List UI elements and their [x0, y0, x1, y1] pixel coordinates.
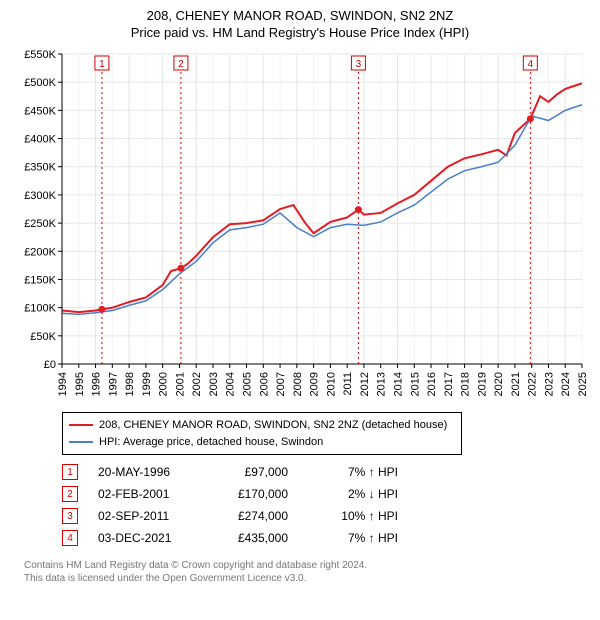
event-date: 03-DEC-2021: [98, 531, 198, 545]
svg-text:£200K: £200K: [24, 246, 56, 258]
event-row: 1 20-MAY-1996 £97,000 7% ↑ HPI: [62, 461, 588, 483]
svg-text:£500K: £500K: [24, 77, 56, 89]
title-line-1: 208, CHENEY MANOR ROAD, SWINDON, SN2 2NZ: [12, 8, 588, 23]
svg-text:2003: 2003: [208, 372, 220, 396]
legend: 208, CHENEY MANOR ROAD, SWINDON, SN2 2NZ…: [62, 412, 462, 455]
legend-swatch: [69, 424, 93, 426]
svg-text:2018: 2018: [460, 372, 472, 396]
legend-item: HPI: Average price, detached house, Swin…: [69, 434, 455, 451]
event-marker-box: 1: [62, 464, 78, 480]
svg-text:1: 1: [99, 59, 105, 70]
svg-text:£550K: £550K: [24, 49, 56, 61]
svg-text:2021: 2021: [510, 372, 522, 396]
event-date: 02-FEB-2001: [98, 487, 198, 501]
svg-text:2000: 2000: [158, 372, 170, 396]
svg-text:2016: 2016: [426, 372, 438, 396]
event-delta: 7% ↑ HPI: [308, 531, 398, 545]
svg-text:£350K: £350K: [24, 162, 56, 174]
svg-text:£50K: £50K: [30, 331, 56, 343]
event-row: 4 03-DEC-2021 £435,000 7% ↑ HPI: [62, 527, 588, 549]
legend-item: 208, CHENEY MANOR ROAD, SWINDON, SN2 2NZ…: [69, 417, 455, 434]
svg-text:2004: 2004: [225, 372, 237, 396]
events-table: 1 20-MAY-1996 £97,000 7% ↑ HPI 2 02-FEB-2001 £…: [62, 461, 588, 549]
svg-text:2013: 2013: [376, 372, 388, 396]
footnote: Contains HM Land Registry data © Crown c…: [24, 559, 588, 585]
event-delta: 2% ↓ HPI: [308, 487, 398, 501]
event-date: 20-MAY-1996: [98, 465, 198, 479]
svg-text:4: 4: [528, 59, 534, 70]
svg-text:1998: 1998: [124, 372, 136, 396]
event-price: £274,000: [218, 509, 288, 523]
svg-text:1996: 1996: [91, 372, 103, 396]
event-marker-box: 4: [62, 530, 78, 546]
chart-svg: 1 2 3 4 £0 £50K £100K £150K £200K £250K £300K £350K…: [12, 44, 588, 404]
event-row: 2 02-FEB-2001 £170,000 2% ↓ HPI: [62, 483, 588, 505]
svg-text:2009: 2009: [309, 372, 321, 396]
chart: 1 2 3 4 £0 £50K £100K £150K £200K £250K £300K £350K…: [12, 44, 588, 404]
svg-text:2023: 2023: [543, 372, 555, 396]
footnote-line-1: Contains HM Land Registry data © Crown c…: [24, 559, 588, 572]
svg-text:1994: 1994: [57, 372, 69, 396]
svg-text:2017: 2017: [443, 372, 455, 396]
svg-text:2012: 2012: [359, 372, 371, 396]
svg-text:2002: 2002: [191, 372, 203, 396]
svg-text:2022: 2022: [527, 372, 539, 396]
svg-text:1995: 1995: [74, 372, 86, 396]
svg-text:3: 3: [356, 59, 362, 70]
event-row: 3 02-SEP-2011 £274,000 10% ↑ HPI: [62, 505, 588, 527]
legend-label: 208, CHENEY MANOR ROAD, SWINDON, SN2 2NZ…: [99, 417, 447, 434]
event-marker-box: 2: [62, 486, 78, 502]
svg-text:£150K: £150K: [24, 274, 56, 286]
event-price: £97,000: [218, 465, 288, 479]
svg-text:2010: 2010: [325, 372, 337, 396]
svg-text:2020: 2020: [493, 372, 505, 396]
event-date: 02-SEP-2011: [98, 509, 198, 523]
footnote-line-2: This data is licensed under the Open Gov…: [24, 572, 588, 585]
svg-text:£0: £0: [44, 359, 56, 371]
title-line-2: Price paid vs. HM Land Registry's House …: [12, 25, 588, 40]
svg-text:2024: 2024: [560, 372, 572, 396]
svg-text:2005: 2005: [242, 372, 254, 396]
event-delta: 10% ↑ HPI: [308, 509, 398, 523]
svg-text:2025: 2025: [577, 372, 588, 396]
event-marker-box: 3: [62, 508, 78, 524]
svg-text:£400K: £400K: [24, 134, 56, 146]
svg-text:£300K: £300K: [24, 190, 56, 202]
svg-text:2014: 2014: [392, 372, 404, 396]
svg-text:2001: 2001: [174, 372, 186, 396]
svg-text:£100K: £100K: [24, 303, 56, 315]
event-price: £435,000: [218, 531, 288, 545]
svg-text:2007: 2007: [275, 372, 287, 396]
event-delta: 7% ↑ HPI: [308, 465, 398, 479]
title-block: 208, CHENEY MANOR ROAD, SWINDON, SN2 2NZ…: [12, 8, 588, 40]
svg-text:1999: 1999: [141, 372, 153, 396]
svg-text:1997: 1997: [107, 372, 119, 396]
legend-swatch: [69, 441, 93, 443]
svg-text:2015: 2015: [409, 372, 421, 396]
svg-text:£450K: £450K: [24, 105, 56, 117]
svg-text:2008: 2008: [292, 372, 304, 396]
legend-label: HPI: Average price, detached house, Swin…: [99, 434, 323, 451]
event-price: £170,000: [218, 487, 288, 501]
svg-text:£250K: £250K: [24, 218, 56, 230]
svg-text:2006: 2006: [258, 372, 270, 396]
svg-text:2011: 2011: [342, 372, 354, 396]
svg-text:2: 2: [178, 59, 184, 70]
chart-container: 208, CHENEY MANOR ROAD, SWINDON, SN2 2NZ…: [0, 0, 600, 595]
svg-text:2019: 2019: [476, 372, 488, 396]
